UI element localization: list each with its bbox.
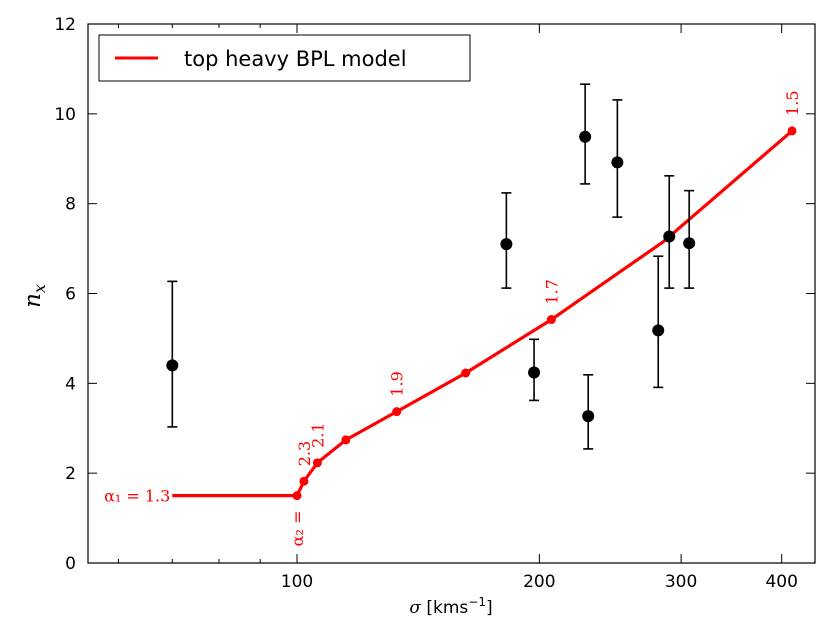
model-annotation: 2.1 xyxy=(308,422,327,447)
model-marker xyxy=(546,315,556,325)
model-annotation: 1.9 xyxy=(388,371,407,396)
data-point xyxy=(582,410,595,423)
model-marker xyxy=(461,368,471,378)
model-marker xyxy=(299,476,309,486)
model-annotation: 2.3 xyxy=(295,441,314,466)
legend-model-label: top heavy BPL model xyxy=(184,47,407,71)
data-point xyxy=(500,238,513,251)
plot-frame xyxy=(87,23,816,564)
y-tick-label: 8 xyxy=(65,195,76,215)
data-point xyxy=(683,237,696,250)
legend: top heavy BPL model xyxy=(98,34,471,82)
legend-box xyxy=(98,34,471,82)
x-axis-label: σ [kms−1] xyxy=(409,595,492,618)
model-line xyxy=(172,129,794,498)
data-point xyxy=(652,324,665,337)
y-tick-label: 6 xyxy=(65,285,76,305)
minor-ticks xyxy=(117,24,261,563)
plot-background xyxy=(88,24,815,563)
model-layer xyxy=(172,126,797,501)
data-point xyxy=(579,130,592,143)
model-annotation: 1.5 xyxy=(783,90,802,115)
model-marker xyxy=(292,491,302,501)
y-tick-label: 12 xyxy=(54,15,76,35)
y-tick-label: 2 xyxy=(65,464,76,484)
y-axis-label: nx xyxy=(20,284,49,308)
model-annotation: α₁ = 1.3 xyxy=(104,487,170,506)
x-tick-label: 200 xyxy=(523,572,555,592)
data-point xyxy=(611,156,624,169)
data-point xyxy=(166,359,179,372)
tick-labels: 100 200 300 400 0 2 4 6 8 10 12 xyxy=(54,15,798,592)
x-tick-label: 400 xyxy=(765,572,797,592)
data-point xyxy=(663,230,676,243)
data-point xyxy=(528,366,541,379)
x-tick-label: 100 xyxy=(281,572,313,592)
y-tick-label: 0 xyxy=(65,554,76,574)
model-annotation: α₂ = xyxy=(288,511,307,547)
y-tick-label: 10 xyxy=(54,105,76,125)
model-marker xyxy=(312,458,322,468)
model-marker xyxy=(787,126,797,136)
x-tick-label: 300 xyxy=(665,572,697,592)
model-marker xyxy=(341,435,351,445)
y-tick-label: 4 xyxy=(65,374,76,394)
annotation-layer: α₁ = 1.3 α₂ = 2.32.1 1.9 1.7 1.5 xyxy=(104,90,802,546)
model-marker xyxy=(392,407,402,417)
data-layer xyxy=(166,83,696,450)
model-annotation: 1.7 xyxy=(542,279,561,304)
